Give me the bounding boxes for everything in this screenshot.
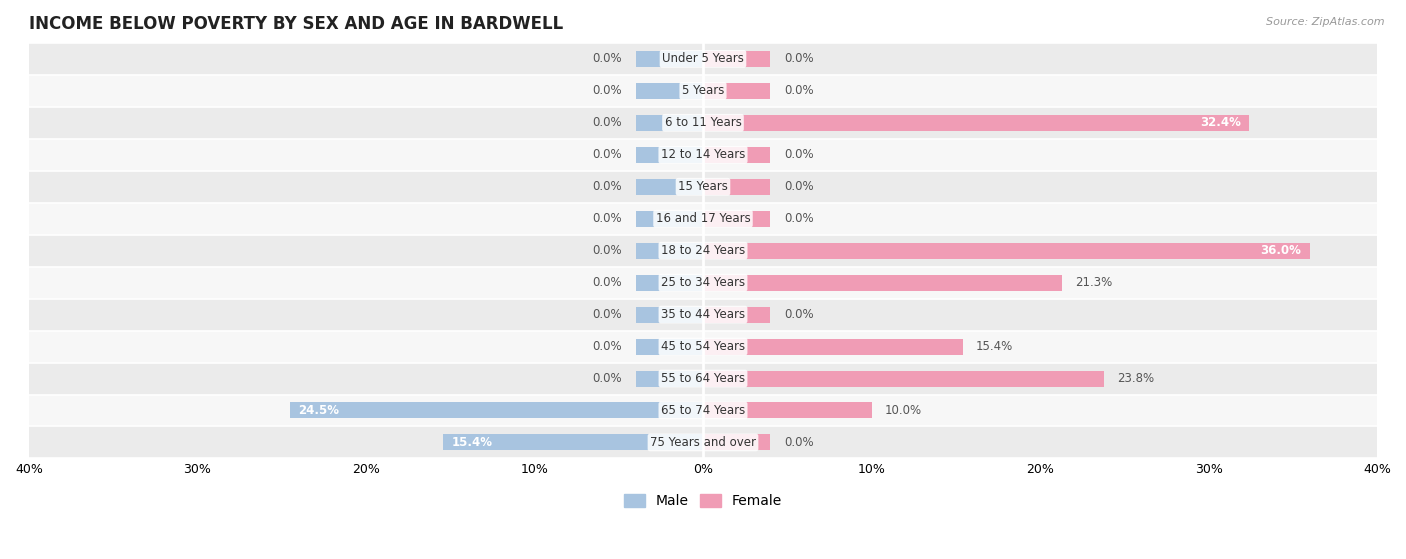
Bar bbox=[636, 179, 703, 195]
Text: 15 Years: 15 Years bbox=[678, 180, 728, 193]
Bar bbox=[703, 83, 770, 99]
Bar bbox=[30, 299, 1376, 330]
Bar bbox=[30, 330, 1376, 363]
Bar bbox=[703, 179, 770, 195]
Text: 0.0%: 0.0% bbox=[785, 53, 814, 65]
Bar bbox=[703, 115, 1249, 131]
Bar bbox=[636, 115, 703, 131]
Text: 15.4%: 15.4% bbox=[976, 340, 1014, 353]
Text: 0.0%: 0.0% bbox=[592, 340, 621, 353]
Bar bbox=[636, 306, 703, 323]
Bar bbox=[636, 51, 703, 67]
Bar bbox=[703, 211, 770, 227]
Text: Source: ZipAtlas.com: Source: ZipAtlas.com bbox=[1267, 17, 1385, 27]
Bar bbox=[703, 306, 770, 323]
Legend: Male, Female: Male, Female bbox=[619, 489, 787, 514]
Text: 18 to 24 Years: 18 to 24 Years bbox=[661, 244, 745, 257]
Text: 75 Years and over: 75 Years and over bbox=[650, 436, 756, 449]
Text: 23.8%: 23.8% bbox=[1118, 372, 1154, 385]
Bar bbox=[30, 43, 1376, 75]
Text: 0.0%: 0.0% bbox=[785, 436, 814, 449]
Bar bbox=[636, 83, 703, 99]
Text: 0.0%: 0.0% bbox=[592, 116, 621, 129]
Bar bbox=[30, 170, 1376, 203]
Text: 15.4%: 15.4% bbox=[451, 436, 494, 449]
Bar bbox=[30, 427, 1376, 458]
Bar bbox=[703, 243, 1309, 259]
Bar bbox=[30, 235, 1376, 267]
Bar bbox=[30, 107, 1376, 139]
Text: 21.3%: 21.3% bbox=[1076, 276, 1112, 289]
Text: 25 to 34 Years: 25 to 34 Years bbox=[661, 276, 745, 289]
Bar bbox=[703, 274, 1062, 291]
Text: 5 Years: 5 Years bbox=[682, 84, 724, 97]
Text: 10.0%: 10.0% bbox=[884, 404, 922, 417]
Bar bbox=[703, 51, 770, 67]
Bar bbox=[443, 434, 703, 451]
Bar bbox=[636, 274, 703, 291]
Bar bbox=[290, 402, 703, 419]
Text: 35 to 44 Years: 35 to 44 Years bbox=[661, 308, 745, 321]
Text: 0.0%: 0.0% bbox=[785, 84, 814, 97]
Text: 36.0%: 36.0% bbox=[1260, 244, 1301, 257]
Text: 0.0%: 0.0% bbox=[592, 212, 621, 225]
Text: 0.0%: 0.0% bbox=[592, 84, 621, 97]
Bar bbox=[636, 243, 703, 259]
Bar bbox=[703, 147, 770, 163]
Text: Under 5 Years: Under 5 Years bbox=[662, 53, 744, 65]
Text: 0.0%: 0.0% bbox=[592, 308, 621, 321]
Bar bbox=[30, 139, 1376, 170]
Text: 0.0%: 0.0% bbox=[785, 212, 814, 225]
Text: 0.0%: 0.0% bbox=[785, 180, 814, 193]
Text: 16 and 17 Years: 16 and 17 Years bbox=[655, 212, 751, 225]
Bar bbox=[636, 147, 703, 163]
Bar bbox=[30, 267, 1376, 299]
Text: 12 to 14 Years: 12 to 14 Years bbox=[661, 148, 745, 161]
Text: INCOME BELOW POVERTY BY SEX AND AGE IN BARDWELL: INCOME BELOW POVERTY BY SEX AND AGE IN B… bbox=[30, 15, 564, 33]
Text: 0.0%: 0.0% bbox=[785, 308, 814, 321]
Text: 24.5%: 24.5% bbox=[298, 404, 340, 417]
Text: 0.0%: 0.0% bbox=[592, 180, 621, 193]
Bar bbox=[636, 339, 703, 354]
Text: 0.0%: 0.0% bbox=[592, 372, 621, 385]
Bar bbox=[636, 211, 703, 227]
Bar bbox=[703, 402, 872, 419]
Text: 0.0%: 0.0% bbox=[592, 276, 621, 289]
Text: 45 to 54 Years: 45 to 54 Years bbox=[661, 340, 745, 353]
Text: 0.0%: 0.0% bbox=[785, 148, 814, 161]
Bar bbox=[703, 434, 770, 451]
Bar bbox=[703, 371, 1104, 386]
Text: 0.0%: 0.0% bbox=[592, 148, 621, 161]
Bar bbox=[636, 371, 703, 386]
Text: 65 to 74 Years: 65 to 74 Years bbox=[661, 404, 745, 417]
Bar bbox=[30, 363, 1376, 395]
Bar bbox=[30, 203, 1376, 235]
Text: 0.0%: 0.0% bbox=[592, 244, 621, 257]
Text: 32.4%: 32.4% bbox=[1199, 116, 1240, 129]
Text: 55 to 64 Years: 55 to 64 Years bbox=[661, 372, 745, 385]
Bar bbox=[30, 395, 1376, 427]
Text: 6 to 11 Years: 6 to 11 Years bbox=[665, 116, 741, 129]
Bar bbox=[703, 339, 963, 354]
Text: 0.0%: 0.0% bbox=[592, 53, 621, 65]
Bar bbox=[30, 75, 1376, 107]
